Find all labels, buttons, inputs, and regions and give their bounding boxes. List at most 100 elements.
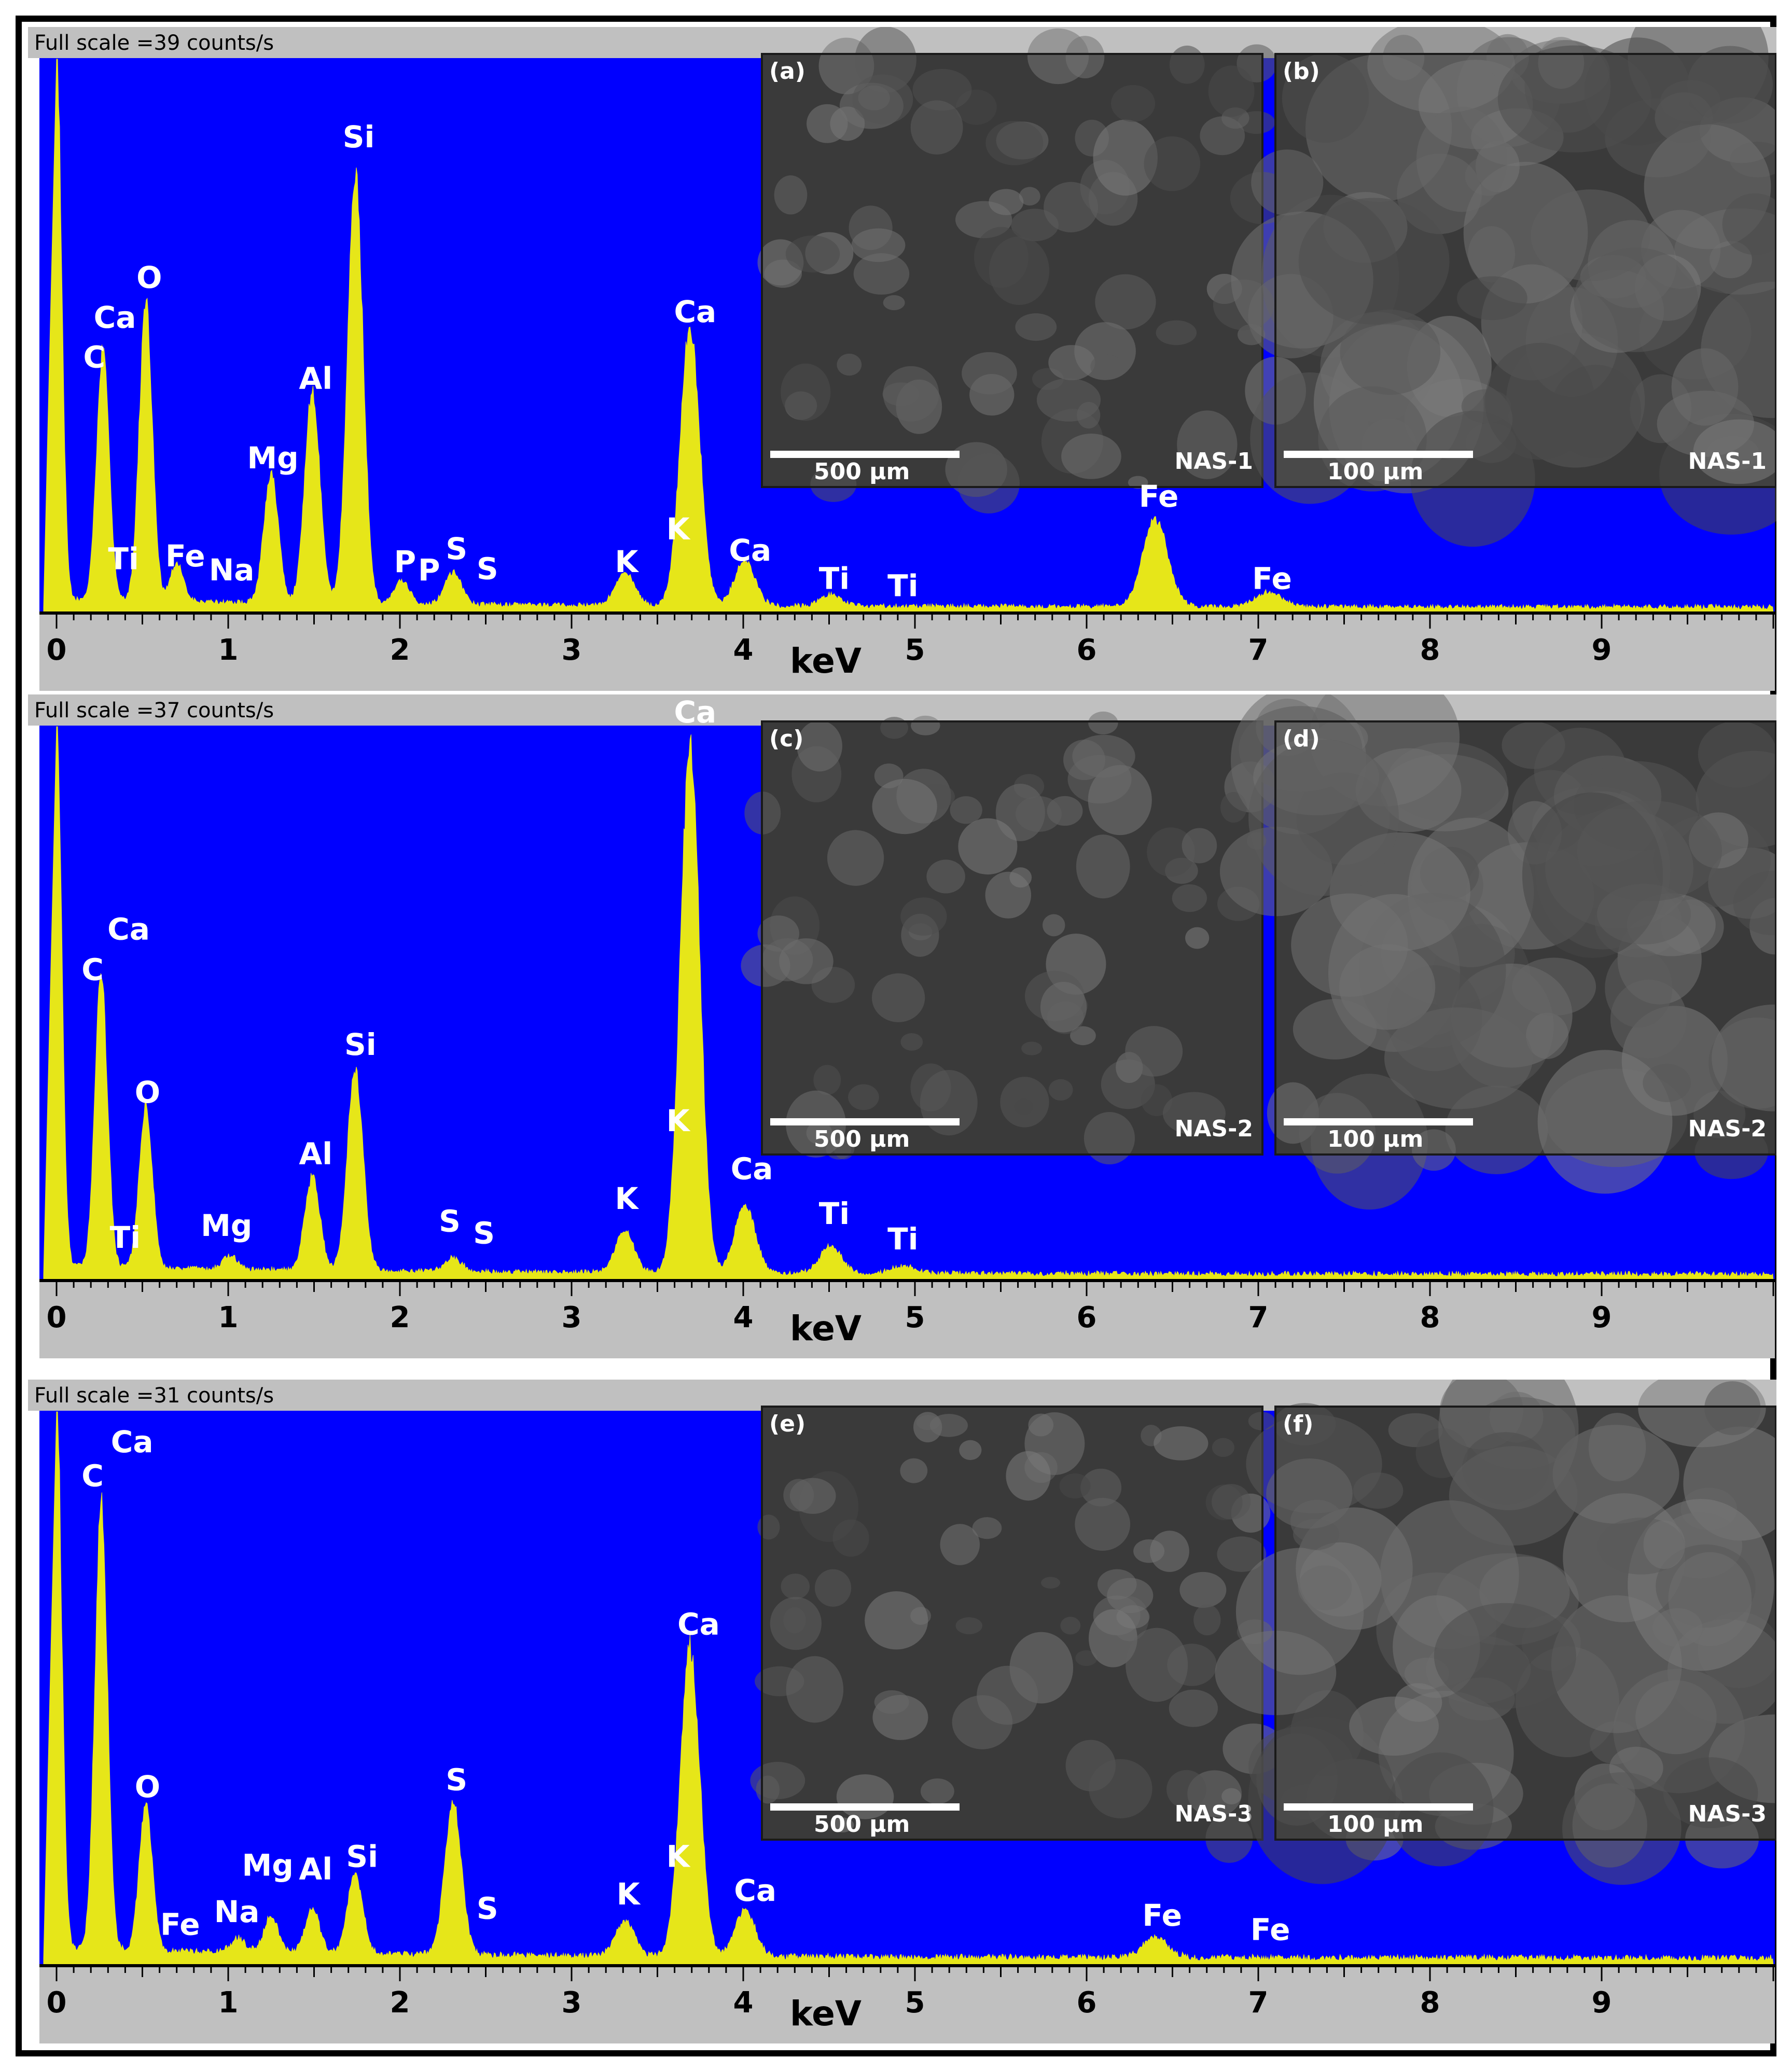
- x-tick-label: 0: [47, 1986, 67, 2020]
- x-tick-label: 0: [47, 1301, 67, 1334]
- peak-label-ca: Ca: [111, 1424, 154, 1459]
- peak-label-si: Si: [344, 1027, 377, 1062]
- x-axis-band: [39, 1281, 1775, 1358]
- peak-label-c: C: [84, 339, 106, 374]
- x-tick-label: 2: [390, 1986, 410, 2020]
- peak-label-k: K: [615, 1181, 639, 1216]
- scale-bar: [1284, 1118, 1473, 1125]
- figure-frame: Full scale =39 counts/s (a) 500 μm NAS-1 (b)…: [16, 16, 1776, 2056]
- x-tick-label: 7: [1248, 1301, 1269, 1334]
- sample-label: NAS-2: [1688, 1116, 1767, 1142]
- x-axis-label: keV: [790, 641, 862, 681]
- sem-inset-b: (b) 100 μm NAS-1: [1231, 27, 1776, 547]
- x-tick-label: 3: [562, 1301, 582, 1334]
- full-scale-header: Full scale =31 counts/s: [34, 1384, 274, 1408]
- peak-label-k: K: [666, 1103, 691, 1138]
- sem-inset-c: (c) 500 μm NAS-2: [741, 711, 1277, 1165]
- x-tick-label: 5: [905, 1301, 925, 1334]
- x-tick-label: 8: [1420, 1301, 1440, 1334]
- peak-label-al: Al: [299, 361, 332, 396]
- peak-label-s: S: [477, 1890, 498, 1926]
- sem-inset-d: (d) 100 μm NAS-2: [1219, 694, 1776, 1210]
- peak-label-s: S: [446, 1762, 467, 1797]
- x-tick-label: 9: [1592, 633, 1612, 667]
- scale-bar: [770, 1803, 960, 1811]
- peak-label-ti: Ti: [110, 1220, 141, 1255]
- sample-label: NAS-2: [1175, 1116, 1253, 1142]
- x-tick-label: 8: [1420, 1986, 1440, 2020]
- peak-label-al: Al: [299, 1136, 332, 1172]
- x-axis-band: [39, 613, 1775, 691]
- peak-label-ca: Ca: [674, 694, 716, 730]
- scale-bar-label: 500 μm: [814, 1126, 910, 1152]
- peak-label-o: O: [135, 1075, 160, 1110]
- x-tick-label: 1: [218, 1301, 239, 1334]
- peak-label-ti: Ti: [819, 561, 850, 596]
- peak-label-fe: Fe: [1252, 561, 1292, 596]
- peak-label-s: S: [446, 531, 467, 566]
- peak-label-ti: Ti: [887, 1221, 918, 1257]
- sem-inset-e: (e) 500 μm NAS-3: [750, 1406, 1285, 1863]
- peak-label-s: S: [473, 1215, 495, 1250]
- x-tick-label: 7: [1248, 1986, 1269, 2020]
- peak-label-mg: Mg: [247, 440, 298, 476]
- scale-bar-label: 100 μm: [1327, 1811, 1423, 1838]
- x-tick-label: 4: [733, 633, 754, 667]
- peak-label-o: O: [135, 1769, 160, 1804]
- x-tick-label: 4: [733, 1301, 754, 1334]
- x-tick-label: 3: [562, 633, 582, 667]
- peak-label-ti: Ti: [887, 568, 918, 603]
- x-tick-label: 6: [1077, 633, 1097, 667]
- sem-inset-a: (a) 500 μm NAS-1: [757, 27, 1294, 513]
- x-tick-label: 6: [1077, 1986, 1097, 2020]
- peak-label-na: Na: [214, 1894, 260, 1929]
- full-scale-header: Full scale =37 counts/s: [34, 699, 274, 722]
- x-axis-label: keV: [790, 1309, 862, 1348]
- scale-bar: [1284, 451, 1473, 458]
- eds-spectrum-3: Full scale =31 counts/s(e)500 μm NAS-3(f)…: [28, 1380, 1776, 2043]
- sample-label: NAS-1: [1688, 448, 1767, 475]
- peak-label-k: K: [615, 544, 639, 579]
- sample-label: NAS-1: [1175, 448, 1253, 475]
- peak-label-ca: Ca: [729, 533, 771, 568]
- peak-label-ca: Ca: [674, 294, 716, 329]
- scale-bar: [770, 451, 960, 458]
- peak-label-fe: Fe: [1251, 1912, 1290, 1948]
- eds-panel-1: Full scale =39 counts/s (a) 500 μm NAS-1 (b)…: [28, 27, 1776, 696]
- sample-label: NAS-3: [1175, 1801, 1253, 1827]
- sem-inset-f: (f) 100 μm NAS-3: [1215, 1380, 1776, 1885]
- scale-bar: [770, 1118, 960, 1125]
- peak-label-mg: Mg: [201, 1208, 252, 1243]
- peak-label-al: Al: [299, 1852, 332, 1887]
- x-tick-label: 6: [1077, 1301, 1097, 1334]
- scale-bar-label: 100 μm: [1327, 458, 1423, 485]
- peak-label-ti: Ti: [108, 541, 138, 576]
- peak-label-o: O: [136, 260, 162, 295]
- x-tick-label: 0: [47, 633, 67, 667]
- scale-bar-label: 100 μm: [1327, 1126, 1423, 1152]
- peak-label-ca: Ca: [677, 1607, 720, 1642]
- x-tick-label: 1: [218, 1986, 239, 2020]
- x-tick-label: 9: [1592, 1301, 1612, 1334]
- peak-label-p: P: [394, 544, 416, 579]
- scale-bar-label: 500 μm: [814, 458, 910, 485]
- spectrum-area: [43, 59, 1774, 614]
- peak-label-c: C: [81, 952, 104, 987]
- x-tick-label: 2: [390, 1301, 410, 1334]
- eds-panel-2: Full scale =37 counts/s (c) 500 μm NAS-2 (d)…: [28, 694, 1776, 1364]
- sample-label: NAS-3: [1688, 1801, 1767, 1827]
- eds-spectrum-1: Full scale =39 counts/s(a)500 μm NAS-1(b)…: [28, 27, 1776, 691]
- panel-letter: (d): [1283, 726, 1320, 752]
- peak-label-si: Si: [343, 119, 375, 155]
- peak-label-p: P: [418, 552, 440, 588]
- spectrum-area: [43, 1411, 1774, 1966]
- x-tick-label: 8: [1420, 633, 1440, 667]
- peak-label-si: Si: [346, 1839, 378, 1874]
- x-tick-label: 9: [1592, 1986, 1612, 2020]
- panel-letter: (a): [769, 58, 805, 85]
- full-scale-header: Full scale =39 counts/s: [34, 31, 274, 55]
- peak-label-ca: Ca: [731, 1151, 773, 1186]
- eds-spectrum-2: Full scale =37 counts/s(c)500 μm NAS-2(d)…: [28, 694, 1776, 1358]
- eds-panel-3: Full scale =31 counts/s (e) 500 μm NAS-3 (f)…: [28, 1380, 1776, 2049]
- peak-label-k: K: [666, 511, 691, 547]
